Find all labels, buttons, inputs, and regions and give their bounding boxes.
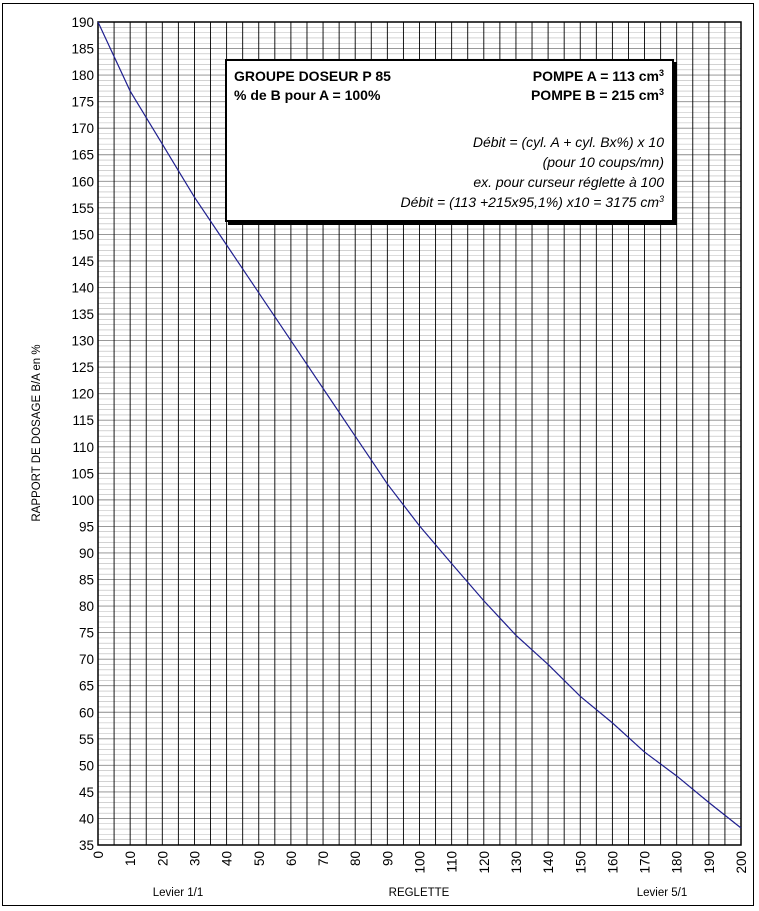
info-row-1: GROUPE DOSEUR P 85 POMPE A = 113 cm3 [234,67,664,85]
x-tick-label-190: 190 [702,851,717,874]
annotation-levier-left: Levier 1/1 [153,887,204,899]
x-tick-label-90: 90 [380,851,395,866]
y-tick-label-100: 100 [71,493,94,508]
y-tick-label-90: 90 [79,546,94,561]
x-tick-label-10: 10 [123,851,138,866]
x-tick-labels: 0 10 20 30 40 50 60 70 80 90 100 110 120 130 140 150 160… [91,851,749,874]
y-tick-label-185: 185 [71,42,94,57]
y-tick-label-35: 35 [79,838,94,853]
x-tick-label-20: 20 [155,851,170,866]
y-tick-label-180: 180 [71,68,94,83]
x-tick-label-0: 0 [91,851,106,859]
y-tick-label-135: 135 [71,307,94,322]
x-tick-label-120: 120 [477,851,492,874]
x-tick-label-160: 160 [605,851,620,874]
y-tick-label-40: 40 [79,811,94,826]
y-tick-label-190: 190 [71,15,94,30]
example-calc: Débit = (113 +215x95,1%) x10 = 3175 cm3 [400,194,664,210]
x-tick-label-80: 80 [348,851,363,866]
y-tick-label-55: 55 [79,732,94,747]
info-box: GROUPE DOSEUR P 85 POMPE A = 113 cm3 % d… [225,59,674,222]
x-tick-label-70: 70 [316,851,331,866]
y-tick-label-85: 85 [79,573,94,588]
y-tick-label-175: 175 [71,95,94,110]
x-tick-label-130: 130 [509,851,524,874]
x-tick-label-30: 30 [187,851,202,866]
x-axis-title: REGLETTE [389,887,450,899]
x-tick-label-40: 40 [220,851,235,866]
x-tick-label-100: 100 [413,851,428,874]
y-axis-title: RAPPORT DE DOSAGE B/A en % [31,344,43,521]
pump-a: POMPE A = 113 cm3 [532,68,664,84]
y-tick-label-60: 60 [79,705,94,720]
y-tick-label-170: 170 [71,121,94,136]
y-tick-label-160: 160 [71,174,94,189]
y-tick-labels: 35 40 45 50 55 60 65 70 75 80 85 90 95 100 105 110 115 12… [71,15,94,853]
y-tick-label-105: 105 [71,466,94,481]
y-tick-label-70: 70 [79,652,94,667]
pump-b: POMPE B = 215 cm3 [530,87,664,103]
y-tick-label-165: 165 [71,148,94,163]
info-row-2: % de B pour A = 100% POMPE B = 215 cm3 [234,86,664,104]
x-tick-label-60: 60 [284,851,299,866]
example: ex. pour curseur réglette à 100 [473,174,664,190]
y-tick-label-80: 80 [79,599,94,614]
annotation-levier-right: Levier 5/1 [637,887,688,899]
y-tick-label-115: 115 [72,413,94,428]
y-tick-label-130: 130 [71,334,94,349]
x-tick-label-170: 170 [638,851,653,874]
y-tick-label-95: 95 [79,519,94,534]
formula-note: (pour 10 coups/mn) [542,154,664,170]
y-tick-label-50: 50 [79,758,94,773]
y-tick-label-75: 75 [79,626,94,641]
y-tick-label-65: 65 [79,679,94,694]
x-tick-label-110: 110 [445,851,460,873]
x-tick-label-50: 50 [252,851,267,866]
x-tick-label-200: 200 [734,851,749,874]
y-tick-label-145: 145 [71,254,94,269]
plot-border [97,21,742,846]
y-tick-label-110: 110 [72,440,94,455]
y-tick-label-140: 140 [71,280,94,295]
y-tick-label-120: 120 [71,387,94,402]
ratio-line: % de B pour A = 100% [234,87,381,103]
x-tick-label-150: 150 [573,851,588,874]
formula: Débit = (cyl. A + cyl. Bx%) x 10 [472,134,664,150]
x-tick-label-180: 180 [670,851,685,874]
group-title: GROUPE DOSEUR P 85 [234,68,391,84]
series-line [97,21,742,829]
y-tick-label-45: 45 [79,785,94,800]
y-tick-label-155: 155 [71,201,94,216]
y-tick-label-125: 125 [71,360,94,375]
y-tick-label-150: 150 [71,227,94,242]
x-tick-label-140: 140 [541,851,556,874]
